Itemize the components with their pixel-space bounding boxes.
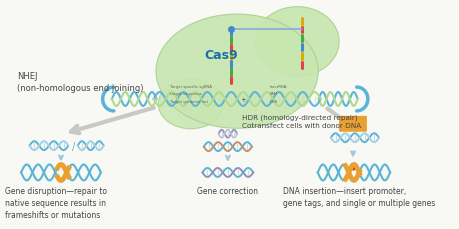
Text: DSB: DSB bbox=[269, 100, 277, 104]
Ellipse shape bbox=[156, 15, 318, 129]
Text: target sequence: target sequence bbox=[170, 92, 202, 95]
Ellipse shape bbox=[158, 80, 223, 129]
Text: PAM: PAM bbox=[269, 92, 277, 95]
FancyBboxPatch shape bbox=[338, 116, 366, 132]
Text: Gene correction: Gene correction bbox=[197, 187, 258, 196]
Text: +: + bbox=[240, 97, 246, 103]
Text: Cas9: Cas9 bbox=[204, 49, 238, 62]
Ellipse shape bbox=[255, 8, 338, 77]
Text: tracrRNA: tracrRNA bbox=[269, 85, 286, 89]
Text: Target specific sgRNA: Target specific sgRNA bbox=[170, 85, 212, 89]
Text: Gene disruption—repair to
native sequence results in
frameshifts or mutations: Gene disruption—repair to native sequenc… bbox=[6, 187, 107, 219]
Text: HDR (homology-directed repair)
Cotransfect cells with donor DNA: HDR (homology-directed repair) Cotransfe… bbox=[241, 114, 360, 129]
Text: /: / bbox=[72, 141, 75, 151]
Text: Target genomic loci: Target genomic loci bbox=[170, 100, 208, 104]
Text: DNA insertion—insert promoter,
gene tags, and single or multiple genes: DNA insertion—insert promoter, gene tags… bbox=[283, 187, 435, 207]
Text: NHEJ
(non-homologous end joining): NHEJ (non-homologous end joining) bbox=[17, 71, 144, 92]
